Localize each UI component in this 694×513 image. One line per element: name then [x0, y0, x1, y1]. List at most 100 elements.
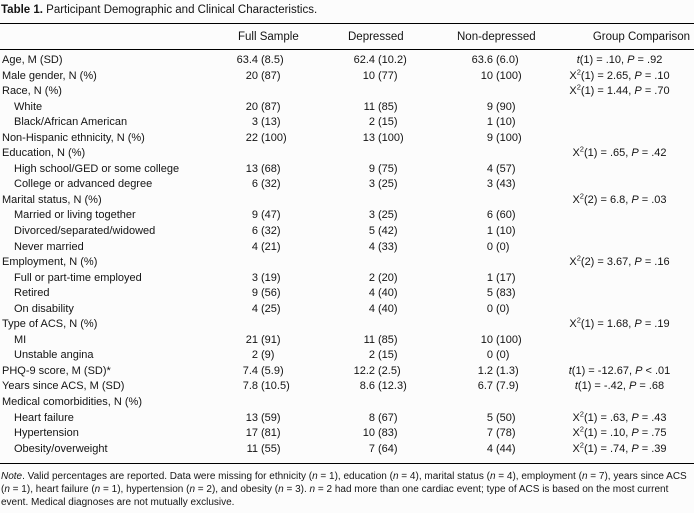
value-paren: (10): [496, 225, 516, 238]
value: [230, 84, 258, 100]
column-header-row: Full Sample Depressed Non-depressed Grou…: [0, 24, 694, 49]
cell-full-sample: 4 (25): [230, 302, 322, 318]
cell-depressed: 4 (33): [322, 240, 440, 256]
table-row: Unstable angina 2 (9) 2 (15) 0 (0): [0, 348, 694, 364]
table-footnote: Note. Valid percentages are reported. Da…: [1, 471, 687, 509]
value: 5: [486, 411, 493, 424]
value: 20: [245, 100, 258, 113]
cell-full-sample: 7.8 (10.5): [230, 379, 322, 395]
cell-group-comparison: t(1) = .10, P = .92: [576, 54, 663, 66]
cell-depressed: 2 (15): [322, 115, 440, 131]
value: 11: [246, 442, 258, 455]
cell-full-sample: 3 (13): [230, 115, 322, 131]
cell-full-sample: [230, 193, 322, 209]
value-paren: (2.5): [378, 364, 401, 377]
cell-nondepressed: [440, 84, 545, 100]
cell-nondepressed: 1 (17): [440, 271, 545, 287]
table-row: Employment, N (%) X2(2) = 3.67, P = .16: [0, 254, 694, 271]
table-row: Male gender, N (%) 20 (87) 10 (77) 10 (100)…: [0, 68, 694, 85]
value-paren: (81): [261, 427, 281, 440]
value: [440, 317, 493, 333]
value-paren: (6.0): [496, 54, 519, 66]
cell-nondepressed: 5 (50): [440, 411, 545, 427]
cell-full-sample: 9 (47): [230, 208, 322, 224]
row-label: Employment, N (%): [2, 256, 98, 269]
table-row: White 20 (87) 11 (85) 9 (90): [0, 100, 694, 116]
table-row: Heart failure 13 (59) 8 (67) 5 (50) X2(1) =…: [0, 410, 694, 427]
cell-full-sample: 7.4 (5.9): [230, 364, 322, 380]
value-paren: (100): [496, 69, 522, 82]
value: 7: [486, 427, 493, 440]
cell-depressed: [322, 255, 440, 271]
cell-nondepressed: 1 (10): [440, 224, 545, 240]
table-row: MI 21 (91) 11 (85) 10 (100): [0, 333, 694, 349]
value-paren: (7.9): [496, 380, 519, 393]
value: 0: [486, 302, 493, 315]
cell-nondepressed: [440, 146, 545, 162]
cell-depressed: [322, 84, 440, 100]
cell-full-sample: [230, 146, 322, 162]
value-paren: (25): [378, 209, 398, 222]
value: 4: [368, 240, 375, 253]
top-rule: [0, 23, 694, 24]
value-paren: (17): [496, 271, 516, 284]
cell-nondepressed: 10 (100): [440, 333, 545, 349]
value: 4: [251, 302, 258, 315]
cell-depressed: 3 (25): [322, 208, 440, 224]
value: [230, 146, 258, 162]
value: 11: [363, 100, 375, 113]
row-label: White: [14, 100, 43, 113]
value: 62.4: [353, 54, 375, 66]
value-paren: (100): [496, 333, 522, 346]
table-row: Black/African American 3 (13) 2 (15) 1 (10): [0, 115, 694, 131]
value-paren: (59): [261, 411, 281, 424]
value: 6: [251, 225, 258, 238]
header-rule: [0, 49, 694, 50]
cell-full-sample: 17 (81): [230, 426, 322, 442]
value-paren: (83): [496, 287, 516, 300]
table-row: Full or part-time employed 3 (19) 2 (20) 1…: [0, 271, 694, 287]
value-paren: (44): [496, 442, 516, 455]
value: [440, 255, 493, 271]
cell-group-comparison: [545, 271, 694, 287]
table-row: Married or living together 9 (47) 3 (25) 6…: [0, 208, 694, 224]
value: 17: [245, 427, 258, 440]
value: [322, 193, 375, 209]
row-label: Race, N (%): [2, 85, 62, 98]
cell-depressed: [322, 395, 440, 411]
cell-group-comparison: X2(1) = 1.68, P = .19: [569, 315, 670, 331]
table-row: Education, N (%) X2(1) = .65, P = .42: [0, 145, 694, 162]
value: 4: [486, 442, 493, 455]
value: 9: [251, 287, 258, 300]
value-paren: (85): [378, 100, 398, 113]
value-paren: (0): [496, 240, 510, 253]
cell-group-comparison: [545, 395, 694, 411]
cell-depressed: 5 (42): [322, 224, 440, 240]
value: [440, 193, 493, 209]
cell-group-comparison: X2(2) = 6.8, P = .03: [572, 191, 667, 206]
value-paren: (15): [378, 116, 398, 129]
cell-nondepressed: [440, 317, 545, 333]
row-label: Married or living together: [14, 209, 136, 222]
cell-full-sample: 11 (55): [230, 442, 322, 458]
value-paren: (85): [378, 333, 398, 346]
value: 1: [486, 225, 493, 238]
cell-full-sample: 6 (32): [230, 224, 322, 240]
table-row: Retired 9 (56) 4 (40) 5 (83): [0, 286, 694, 302]
value: 0: [486, 349, 493, 362]
value: 5: [368, 225, 375, 238]
value-paren: (87): [261, 69, 281, 82]
value-paren: (8.5): [261, 54, 284, 66]
value-paren: (15): [378, 349, 398, 362]
value: 8: [368, 411, 375, 424]
cell-depressed: 2 (15): [322, 348, 440, 364]
table-body: Age, M (SD) 63.4 (8.5) 62.4 (10.2) 63.6 (6.…: [0, 50, 694, 463]
table-row: College or advanced degree 6 (32) 3 (25) 3…: [0, 177, 694, 193]
value-paren: (9): [261, 349, 275, 362]
value-paren: (40): [378, 302, 398, 315]
cell-group-comparison: [545, 348, 694, 364]
column-header-depressed: Depressed: [348, 31, 404, 43]
value-paren: (25): [261, 302, 281, 315]
cell-full-sample: 6 (32): [230, 177, 322, 193]
